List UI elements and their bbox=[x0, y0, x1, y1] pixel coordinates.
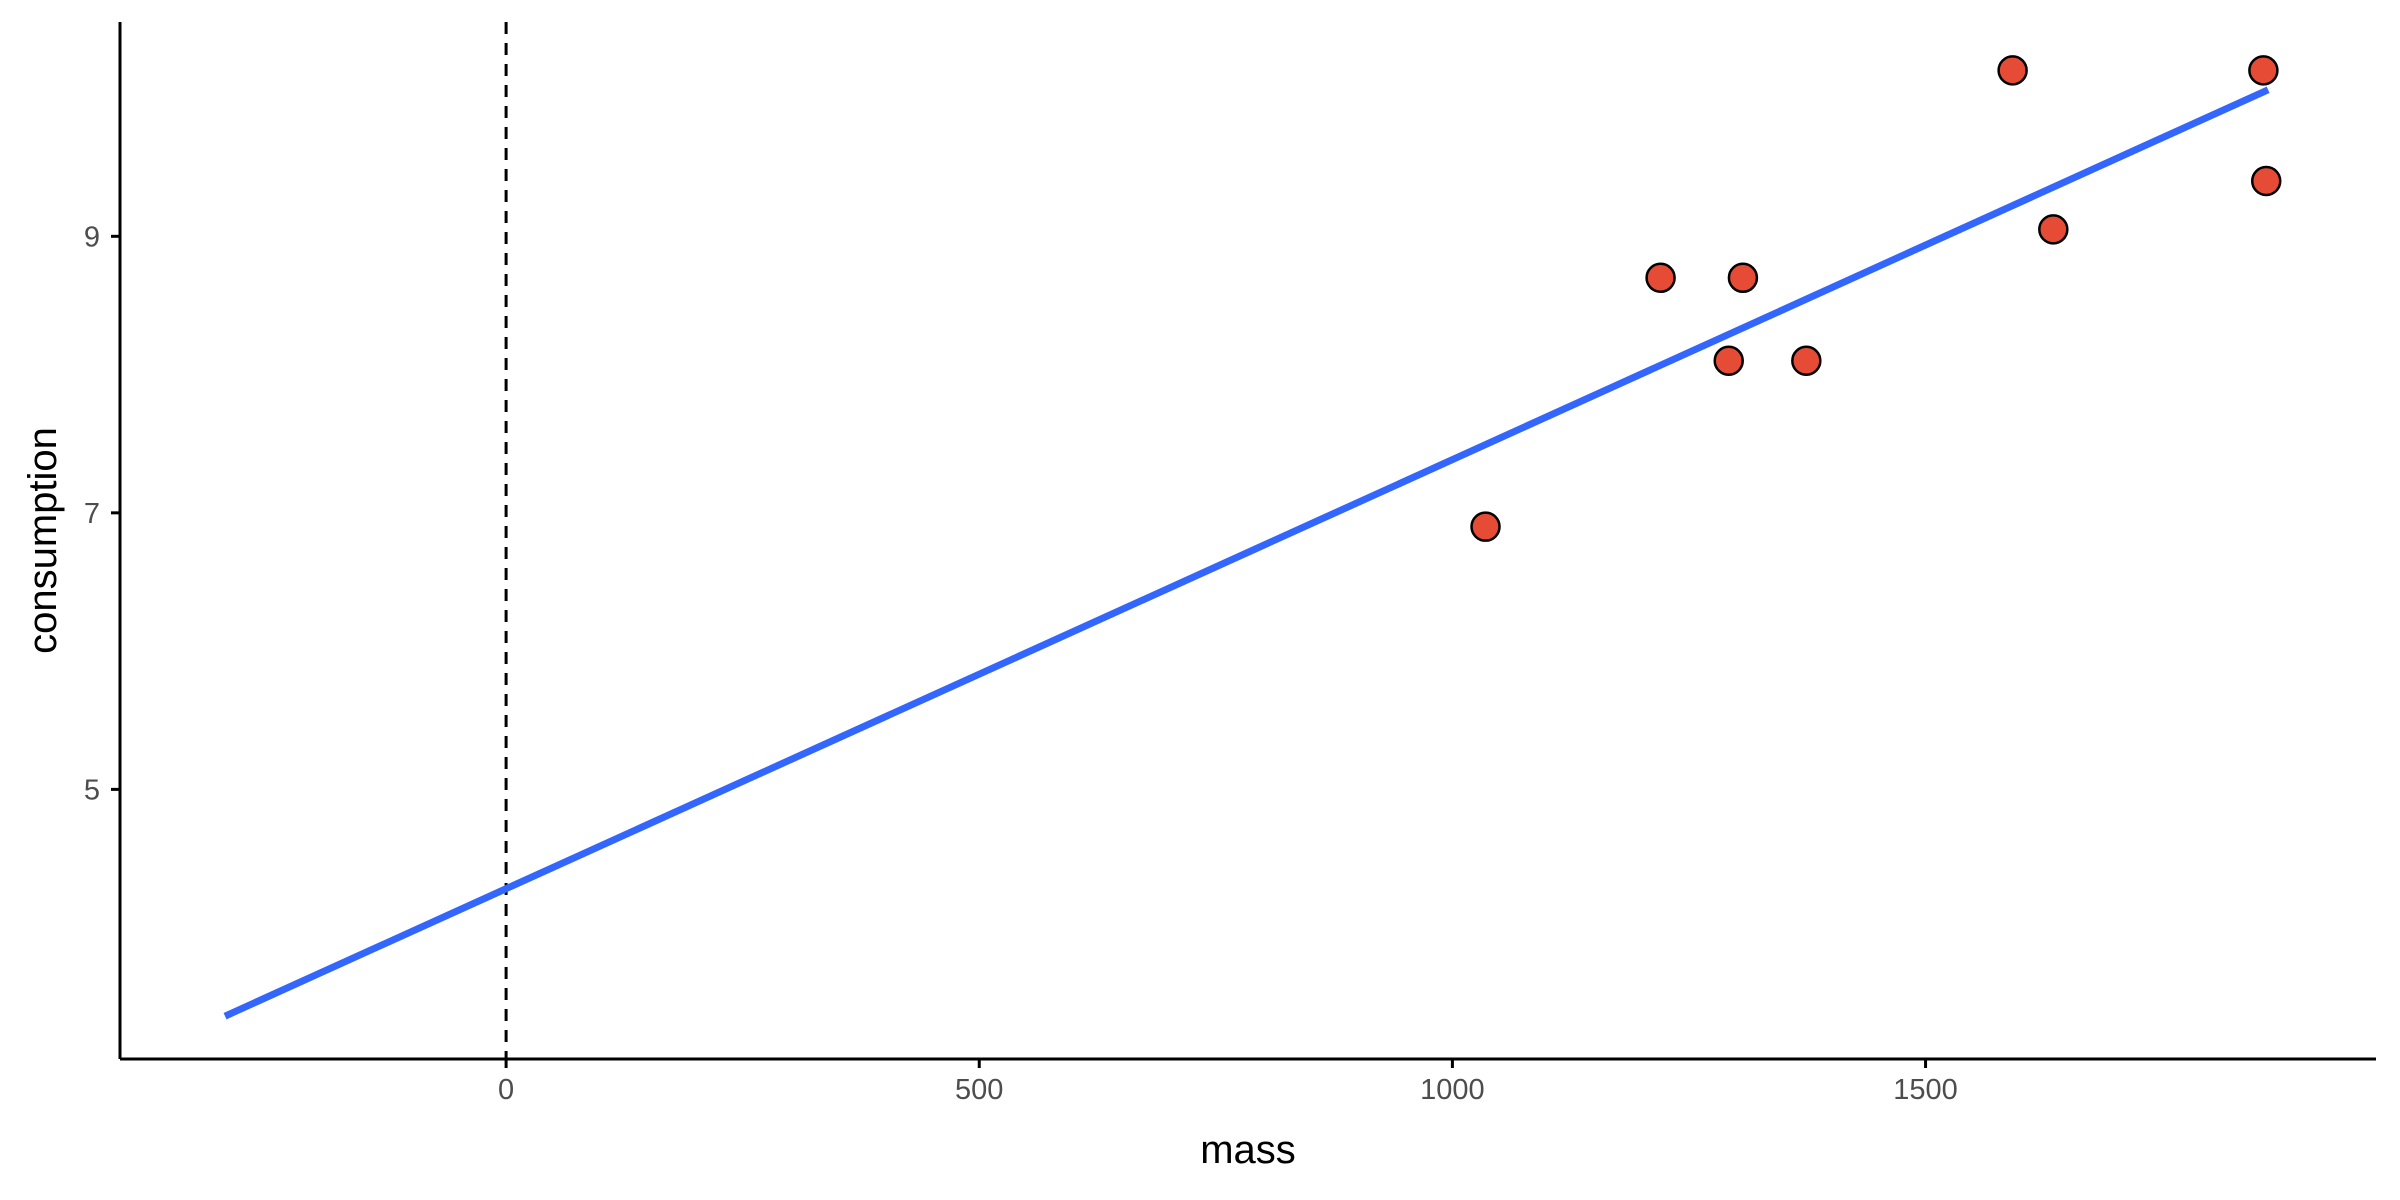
x-tick-label: 500 bbox=[955, 1074, 1003, 1106]
plot-area bbox=[223, 22, 2282, 1059]
data-point bbox=[1713, 345, 1744, 377]
data-point bbox=[1791, 345, 1822, 377]
data-point bbox=[1997, 55, 2028, 86]
data-point bbox=[1645, 262, 1676, 294]
data-point bbox=[1470, 511, 1501, 542]
y-axis-title: consumption bbox=[21, 427, 65, 654]
x-axis-ticks: 0 500 1000 1500 bbox=[498, 1059, 1958, 1106]
y-axis-ticks: 5 7 9 bbox=[84, 221, 120, 806]
regression-line bbox=[223, 86, 2270, 1020]
y-tick-label: 7 bbox=[84, 498, 100, 530]
x-axis-title: mass bbox=[1200, 1128, 1296, 1172]
data-point bbox=[1727, 262, 1759, 294]
x-tick-label: 0 bbox=[498, 1074, 514, 1106]
data-point bbox=[2038, 214, 2069, 245]
y-tick-label: 5 bbox=[84, 774, 100, 806]
data-point bbox=[2248, 55, 2279, 86]
x-tick-label: 1500 bbox=[1893, 1074, 1958, 1106]
x-tick-label: 1000 bbox=[1420, 1074, 1485, 1106]
data-point bbox=[2250, 165, 2282, 197]
y-tick-label: 9 bbox=[84, 221, 100, 253]
